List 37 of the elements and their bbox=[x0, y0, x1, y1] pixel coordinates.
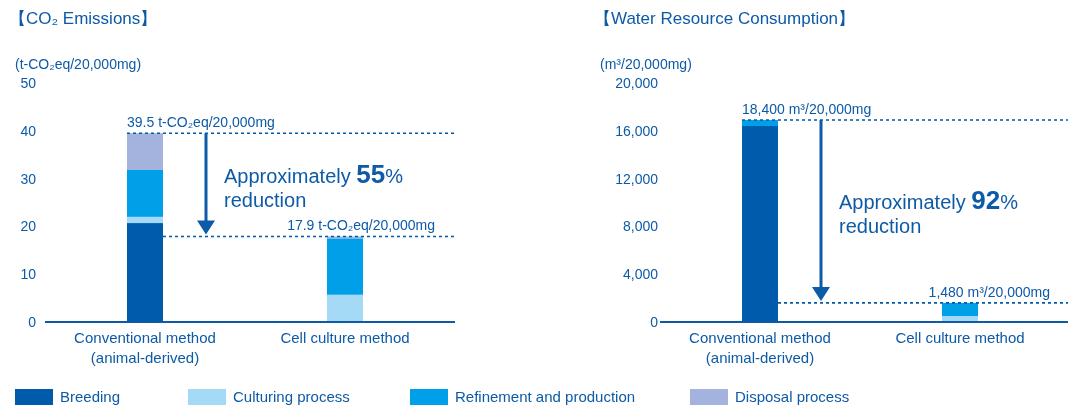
text: Approximately 92% reduction bbox=[839, 185, 1018, 238]
text: Approximately 55% reduction bbox=[224, 158, 403, 211]
ref-line-label: 39.5 t-CO₂eq/20,000mg bbox=[127, 114, 275, 131]
y-tick-label: 0 bbox=[650, 314, 659, 330]
chart-title: 【Water Resource Consumption】 bbox=[594, 9, 856, 28]
y-tick-label: 8,000 bbox=[622, 218, 659, 235]
bar bbox=[327, 294, 363, 322]
y-tick-label: 20 bbox=[20, 218, 37, 235]
legend-label: Breeding bbox=[60, 388, 121, 405]
y-tick-label: 16,000 bbox=[615, 122, 659, 139]
x-tick-label: Cell culture method bbox=[895, 329, 1025, 346]
y-tick-label: 20,000 bbox=[615, 75, 659, 91]
y-tick-label: 30 bbox=[20, 170, 37, 187]
y-tick-label: 10 bbox=[20, 266, 37, 283]
legend-label: Culturing process bbox=[233, 388, 350, 405]
x-tick-label: Cell culture method bbox=[280, 329, 410, 346]
bar bbox=[127, 170, 163, 217]
ref-line-label: 17.9 t-CO₂eq/20,000mg bbox=[287, 217, 435, 234]
bar bbox=[942, 302, 978, 317]
bar bbox=[127, 216, 163, 224]
y-tick-label: 0 bbox=[28, 314, 37, 330]
y-axis-title: (m³/20,000mg) bbox=[600, 56, 692, 72]
y-tick-label: 50 bbox=[20, 75, 37, 91]
y-tick-label: 12,000 bbox=[615, 170, 659, 187]
bar bbox=[327, 238, 363, 295]
x-tick-label: Conventional method (animal-derived) bbox=[689, 329, 831, 366]
legend-label: Disposal process bbox=[735, 388, 850, 405]
y-tick-label: 4,000 bbox=[622, 266, 659, 283]
legend-label: Refinement and production bbox=[455, 388, 636, 405]
bar bbox=[127, 133, 163, 170]
bar bbox=[742, 120, 778, 127]
ref-line-label: 1,480 m³/20,000mg bbox=[928, 283, 1050, 300]
chart-title: 【CO₂ Emissions】 bbox=[9, 9, 158, 28]
x-tick-label: Conventional method (animal-derived) bbox=[74, 329, 216, 366]
y-axis-title: (t-CO₂eq/20,000mg) bbox=[15, 56, 142, 72]
ref-line-label: 18,400 m³/20,000mg bbox=[742, 101, 872, 118]
y-tick-label: 40 bbox=[20, 122, 37, 139]
